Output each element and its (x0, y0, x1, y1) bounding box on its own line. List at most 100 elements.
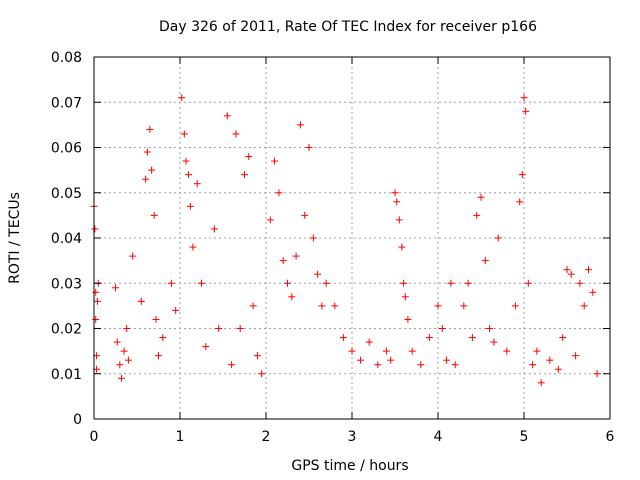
y-tick-label: 0.07 (51, 95, 82, 111)
data-point (559, 334, 567, 342)
data-point (593, 370, 601, 378)
y-tick-label: 0.05 (51, 186, 82, 202)
data-point (503, 347, 511, 355)
data-point (189, 243, 197, 251)
data-point (258, 370, 266, 378)
data-point (292, 252, 300, 260)
data-point (438, 325, 446, 332)
grid-layer (94, 57, 610, 419)
data-point (387, 356, 395, 364)
data-point (120, 347, 128, 355)
data-point (563, 266, 571, 274)
data-point (318, 302, 326, 310)
y-tick-label: 0.06 (51, 141, 82, 157)
y-tick-label: 0.02 (51, 322, 82, 338)
data-point (143, 148, 151, 156)
data-point (113, 338, 121, 346)
y-tick-label: 0.01 (51, 367, 82, 383)
y-axis-label: ROTI / TECUs (7, 192, 23, 284)
chart-title: Day 326 of 2011, Rate Of TEC Index for r… (159, 19, 537, 35)
data-point (245, 153, 253, 161)
data-point (589, 288, 597, 296)
data-point (434, 302, 442, 310)
data-point (417, 361, 425, 369)
data-point (522, 107, 530, 115)
data-point (331, 302, 339, 310)
data-point (123, 325, 131, 332)
data-point (481, 257, 489, 265)
data-point (400, 279, 408, 287)
data-point (585, 266, 592, 274)
data-point (232, 130, 240, 138)
data-point (395, 216, 403, 224)
data-point (296, 121, 304, 129)
data-point (116, 361, 124, 369)
data-point (567, 270, 575, 278)
data-point (393, 198, 401, 206)
data-point (178, 94, 186, 102)
data-point (374, 361, 382, 369)
data-point (279, 257, 287, 265)
data-point (186, 202, 194, 210)
data-point (516, 198, 524, 206)
data-point (339, 334, 347, 342)
data-point (142, 175, 150, 183)
data-point (180, 130, 188, 138)
data-point (494, 234, 502, 242)
data-point (524, 279, 532, 287)
y-tick-label: 0.04 (51, 231, 82, 247)
data-point (404, 315, 412, 323)
data-point (275, 189, 283, 197)
data-point (155, 352, 162, 360)
data-point (159, 334, 167, 342)
data-point (348, 347, 356, 355)
data-point (266, 216, 274, 224)
data-point (236, 325, 244, 332)
data-point (520, 94, 528, 102)
data-point (518, 171, 526, 179)
data-point (477, 193, 485, 201)
data-point (288, 293, 296, 301)
data-point (253, 352, 261, 360)
data-point (210, 225, 218, 233)
data-point (241, 171, 248, 179)
data-point (309, 234, 317, 242)
x-tick-label: 4 (434, 429, 443, 445)
data-point (146, 125, 154, 133)
data-point (185, 171, 193, 179)
data-point (137, 297, 145, 305)
data-point (401, 293, 409, 301)
data-point (112, 284, 119, 292)
data-point (398, 243, 406, 251)
data-point (357, 356, 365, 364)
data-point (468, 334, 476, 342)
data-point (167, 279, 175, 287)
data-point (511, 302, 519, 310)
x-tick-label: 3 (348, 429, 357, 445)
data-point (365, 338, 373, 346)
data-point (391, 189, 399, 197)
x-tick-label: 2 (262, 429, 271, 445)
data-point (202, 343, 210, 351)
y-tick-label: 0 (73, 412, 82, 428)
x-tick-label: 0 (90, 429, 99, 445)
data-point (249, 302, 257, 310)
data-point (490, 338, 498, 346)
data-point (305, 144, 313, 151)
data-point (228, 361, 236, 369)
data-point (382, 347, 390, 355)
data-point (172, 306, 180, 314)
data-point (271, 157, 279, 165)
data-point (473, 211, 481, 219)
data-point (93, 297, 101, 305)
data-point (215, 325, 223, 332)
x-tick-label: 6 (606, 429, 615, 445)
data-point (447, 279, 455, 287)
data-point (443, 356, 451, 364)
data-point (322, 279, 330, 287)
data-point (451, 361, 459, 369)
x-tick-label: 5 (520, 429, 529, 445)
x-axis-label: GPS time / hours (291, 458, 408, 474)
data-point (546, 356, 554, 364)
data-point (118, 374, 126, 382)
